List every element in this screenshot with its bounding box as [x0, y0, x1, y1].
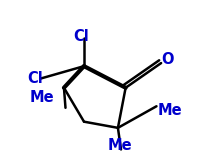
- Text: Me: Me: [157, 103, 182, 118]
- Text: Me: Me: [107, 138, 131, 153]
- Text: Me: Me: [30, 89, 54, 105]
- Text: Cl: Cl: [73, 29, 88, 44]
- Text: Cl: Cl: [27, 71, 42, 86]
- Text: O: O: [160, 52, 173, 68]
